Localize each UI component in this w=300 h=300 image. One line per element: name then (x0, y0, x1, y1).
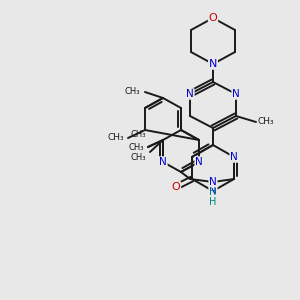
Text: CH₃: CH₃ (128, 143, 144, 152)
Text: N: N (159, 157, 167, 167)
Text: N: N (230, 152, 238, 162)
Text: CH₃: CH₃ (257, 118, 274, 127)
Text: N: N (186, 89, 194, 99)
Text: H: H (209, 187, 217, 197)
Text: CH₃: CH₃ (130, 152, 146, 161)
Text: O: O (172, 182, 180, 192)
Text: CH₃: CH₃ (107, 134, 124, 142)
Text: N: N (195, 157, 203, 167)
Text: CH₃: CH₃ (124, 88, 140, 97)
Text: N: N (209, 177, 217, 187)
Text: CH₃: CH₃ (130, 130, 146, 139)
Text: N: N (209, 59, 217, 69)
Text: N: N (209, 186, 217, 196)
Text: H: H (209, 197, 217, 207)
Text: N: N (232, 89, 240, 99)
Text: O: O (208, 13, 217, 23)
